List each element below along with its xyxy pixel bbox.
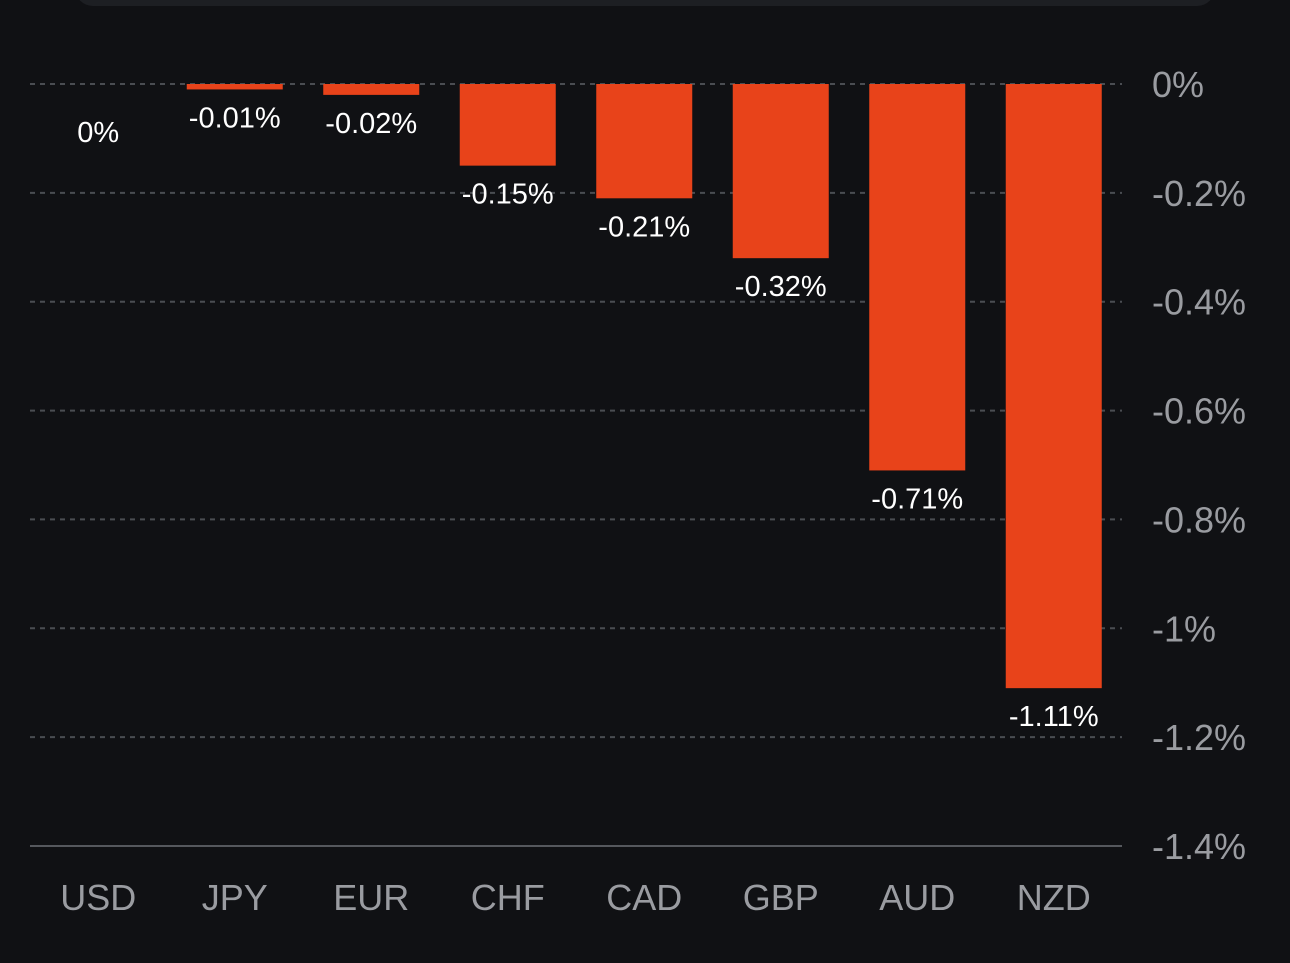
category-label-cad: CAD bbox=[606, 877, 682, 918]
bar-gbp bbox=[732, 84, 829, 259]
category-label-gbp: GBP bbox=[743, 877, 819, 918]
category-label-usd: USD bbox=[60, 877, 136, 918]
top-panel-edge bbox=[75, 0, 1215, 6]
bar-nzd bbox=[1005, 84, 1102, 689]
data-label-gbp: -0.32% bbox=[735, 271, 827, 303]
bar-eur bbox=[323, 84, 420, 95]
data-label-aud: -0.71% bbox=[871, 483, 963, 515]
bar-aud bbox=[869, 84, 966, 471]
data-labels: 0% -0.01% -0.02% -0.15% -0.21% -0.32% -0.71% -1… bbox=[77, 102, 1098, 733]
category-label-eur: EUR bbox=[333, 877, 409, 918]
y-tick-label: 0% bbox=[1152, 64, 1204, 105]
data-label-eur: -0.02% bbox=[325, 108, 417, 140]
bar-jpy bbox=[186, 84, 283, 90]
bar-cad bbox=[596, 84, 693, 199]
y-tick-label: -0.6% bbox=[1152, 391, 1246, 432]
category-label-nzd: NZD bbox=[1017, 877, 1091, 918]
category-label-jpy: JPY bbox=[202, 877, 268, 918]
y-tick-label: -1.2% bbox=[1152, 717, 1246, 758]
data-label-nzd: -1.11% bbox=[1009, 701, 1099, 733]
data-label-chf: -0.15% bbox=[462, 179, 554, 211]
category-label-chf: CHF bbox=[471, 877, 545, 918]
y-tick-label: -1.4% bbox=[1152, 826, 1246, 867]
category-label-aud: AUD bbox=[879, 877, 955, 918]
data-label-cad: -0.21% bbox=[598, 211, 690, 243]
y-tick-label: -0.8% bbox=[1152, 499, 1246, 540]
data-label-usd: 0% bbox=[77, 117, 119, 149]
y-tick-label: -0.4% bbox=[1152, 282, 1246, 323]
bars bbox=[186, 84, 1102, 689]
x-axis: USD JPY EUR CHF CAD GBP AUD NZD bbox=[60, 877, 1091, 918]
bar-chf bbox=[459, 84, 556, 166]
y-axis: 0% -0.2% -0.4% -0.6% -0.8% -1% -1.2% -1.4% bbox=[1152, 64, 1246, 867]
y-tick-label: -1% bbox=[1152, 608, 1216, 649]
y-tick-label: -0.2% bbox=[1152, 173, 1246, 214]
data-label-jpy: -0.01% bbox=[189, 102, 281, 134]
